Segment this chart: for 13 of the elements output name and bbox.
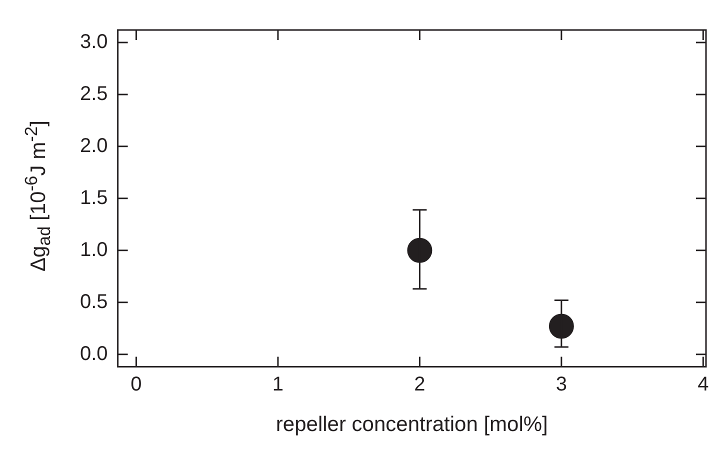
y-tick-label: 1.5 xyxy=(80,186,108,209)
x-tick-label: 1 xyxy=(272,373,284,396)
x-tick-label: 4 xyxy=(698,373,709,396)
x-tick-label: 3 xyxy=(556,373,567,396)
x-tick-label: 2 xyxy=(414,373,426,396)
x-axis-title: repeller concentration [mol%] xyxy=(276,413,548,436)
y-tick-label: 0.0 xyxy=(80,342,108,365)
x-tick-label: 0 xyxy=(130,373,142,396)
y-tick-label: 0.5 xyxy=(80,290,108,313)
y-tick-label: 2.5 xyxy=(80,82,108,105)
y-tick-label: 1.0 xyxy=(80,238,108,261)
y-tick-label: 2.0 xyxy=(80,134,108,157)
y-tick-label: 3.0 xyxy=(80,30,108,53)
